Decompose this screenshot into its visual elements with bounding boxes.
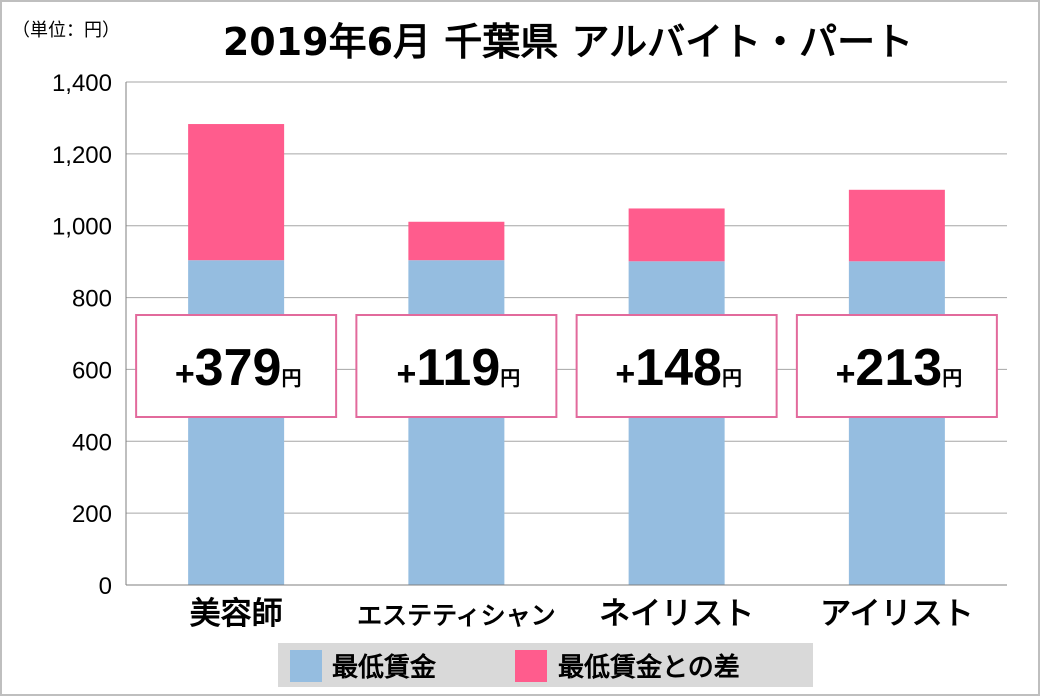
bar-minimum-wage: [188, 260, 285, 585]
annotation-unit: 円: [942, 366, 962, 390]
legend-swatch: [515, 650, 547, 682]
bar-difference: [188, 124, 285, 261]
annotation-box: [795, 314, 998, 418]
annotation-label: +148円: [615, 339, 742, 397]
bar-minimum-wage: [408, 260, 505, 585]
y-tick-label: 600: [72, 357, 112, 384]
unit-label: （単位：円）: [12, 20, 120, 41]
annotation-value: 119: [416, 339, 500, 397]
bar-difference: [848, 189, 945, 262]
chart-title: 2019年6月 千葉県 アルバイト・パート: [223, 20, 913, 64]
annotation-box: [135, 314, 338, 418]
legend-label: 最低賃金との差: [558, 652, 740, 683]
annotation-prefix: +: [615, 355, 635, 393]
y-tick-label: 200: [72, 501, 112, 528]
y-tick-label: 1,400: [52, 70, 112, 97]
legend-swatch: [290, 650, 322, 682]
annotation-unit: 円: [500, 366, 520, 390]
x-tick-label: エステティシャン: [357, 601, 556, 630]
y-axis-ticks: 0 200 400 600 800 1,000 1,200 1,400: [52, 70, 112, 600]
annotation-label: +119円: [397, 339, 521, 397]
x-tick-label: 美容師: [190, 596, 283, 632]
x-tick-label: アイリスト: [820, 596, 973, 632]
annotation-box: [355, 314, 558, 418]
legend-label: 最低賃金: [332, 652, 437, 683]
y-tick-label: 800: [72, 286, 112, 313]
y-tick-label: 1,000: [52, 214, 112, 241]
annotation-prefix: +: [175, 355, 195, 393]
bar-difference: [408, 221, 505, 261]
annotation-prefix: +: [397, 355, 417, 393]
legend: 最低賃金 最低賃金との差: [278, 643, 813, 687]
bar-minimum-wage: [628, 261, 725, 585]
y-tick-label: 400: [72, 429, 112, 456]
y-tick-label: 0: [99, 573, 112, 600]
annotation-prefix: +: [836, 355, 856, 393]
annotation-value: 379: [195, 339, 282, 397]
annotation-value: 148: [635, 339, 722, 397]
bar-minimum-wage: [848, 261, 945, 585]
annotation-box: [575, 314, 778, 418]
annotation-unit: 円: [722, 366, 742, 390]
y-tick-label: 1,200: [52, 142, 112, 169]
x-tick-label: ネイリスト: [599, 596, 754, 632]
annotation-unit: 円: [281, 366, 301, 390]
x-axis-labels: 美容師 エステティシャン ネイリスト アイリスト: [190, 596, 974, 632]
bar-difference: [628, 208, 725, 262]
annotation-label: +213円: [836, 339, 963, 397]
annotation-label: +379円: [175, 339, 302, 397]
difference-annotations: +379円 +119円 +148円 +213円: [135, 314, 998, 418]
axes: [125, 82, 1007, 586]
annotation-value: 213: [855, 339, 942, 397]
